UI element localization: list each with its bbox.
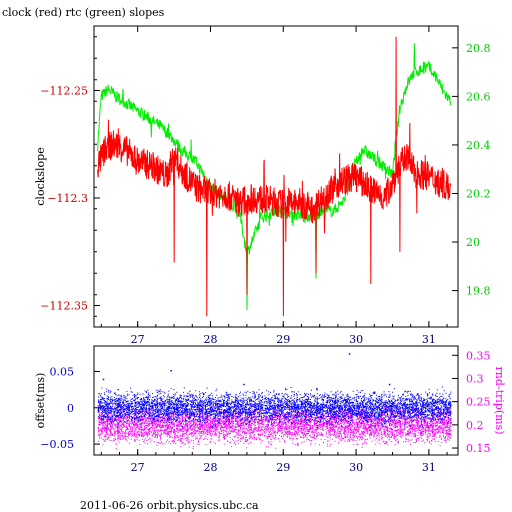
top-y2-tick-label: 20.8 (466, 42, 491, 55)
bottom-y2-axis-label: rnd-trip(ms) (493, 367, 506, 435)
footer-caption: 2011-06-26 orbit.physics.ubc.ca (80, 499, 259, 512)
bottom-y-tick-label: −0.05 (40, 438, 74, 451)
rndtrip-scatter-points (97, 401, 452, 450)
chart-title: clock (red) rtc (green) slopes (2, 6, 165, 19)
top-x-tick-label: 30 (349, 333, 363, 346)
bottom-y-tick-label: 0 (67, 402, 74, 415)
top-plot-frame (93, 25, 459, 328)
clock-series-line (97, 36, 452, 317)
bottom-y2-tick-label: 0.15 (466, 442, 491, 455)
offset-outlier-point (316, 388, 318, 390)
bottom-x-tick-label: 30 (349, 461, 363, 474)
top-y2-tick-label: 20.4 (466, 139, 491, 152)
offset-outlier-point (348, 353, 351, 355)
top-x-tick-label: 27 (131, 333, 145, 346)
offset-outlier-point (243, 383, 245, 386)
top-y-tick-label: −112.3 (47, 192, 88, 205)
bottom-y2-tick-label: 0.25 (466, 396, 491, 409)
bottom-x-tick-label: 28 (203, 461, 217, 474)
bottom-x-tick-label: 29 (276, 461, 290, 474)
top-x-tick-label: 28 (203, 333, 217, 346)
bottom-y-axis-label: offset(ms) (34, 373, 47, 429)
bottom-y2-tick-label: 0.3 (466, 372, 484, 385)
top-y-axis-label: clockslope (34, 147, 47, 205)
offset-outlier-point (170, 369, 172, 372)
top-y2-tick-label: 20 (466, 236, 480, 249)
top-y2-tick-label: 20.6 (466, 90, 491, 103)
offset-outlier-point (388, 383, 391, 386)
top-y2-tick-label: 19.8 (466, 285, 491, 298)
bottom-plot-frame (93, 345, 459, 456)
bottom-y2-tick-label: 0.35 (466, 349, 491, 362)
offset-outlier-point (102, 378, 105, 381)
bottom-x-tick-label: 31 (422, 461, 436, 474)
bottom-x-tick-label: 27 (131, 461, 145, 474)
top-x-tick-label: 29 (276, 333, 290, 346)
bottom-y-tick-label: 0.05 (50, 365, 75, 378)
top-y-tick-label: −112.35 (40, 300, 88, 313)
top-y-tick-label: −112.25 (40, 85, 88, 98)
top-x-tick-label: 31 (422, 333, 436, 346)
bottom-y2-tick-label: 0.2 (466, 419, 484, 432)
top-y2-tick-label: 20.2 (466, 187, 491, 200)
offset-scatter-points (97, 386, 452, 429)
